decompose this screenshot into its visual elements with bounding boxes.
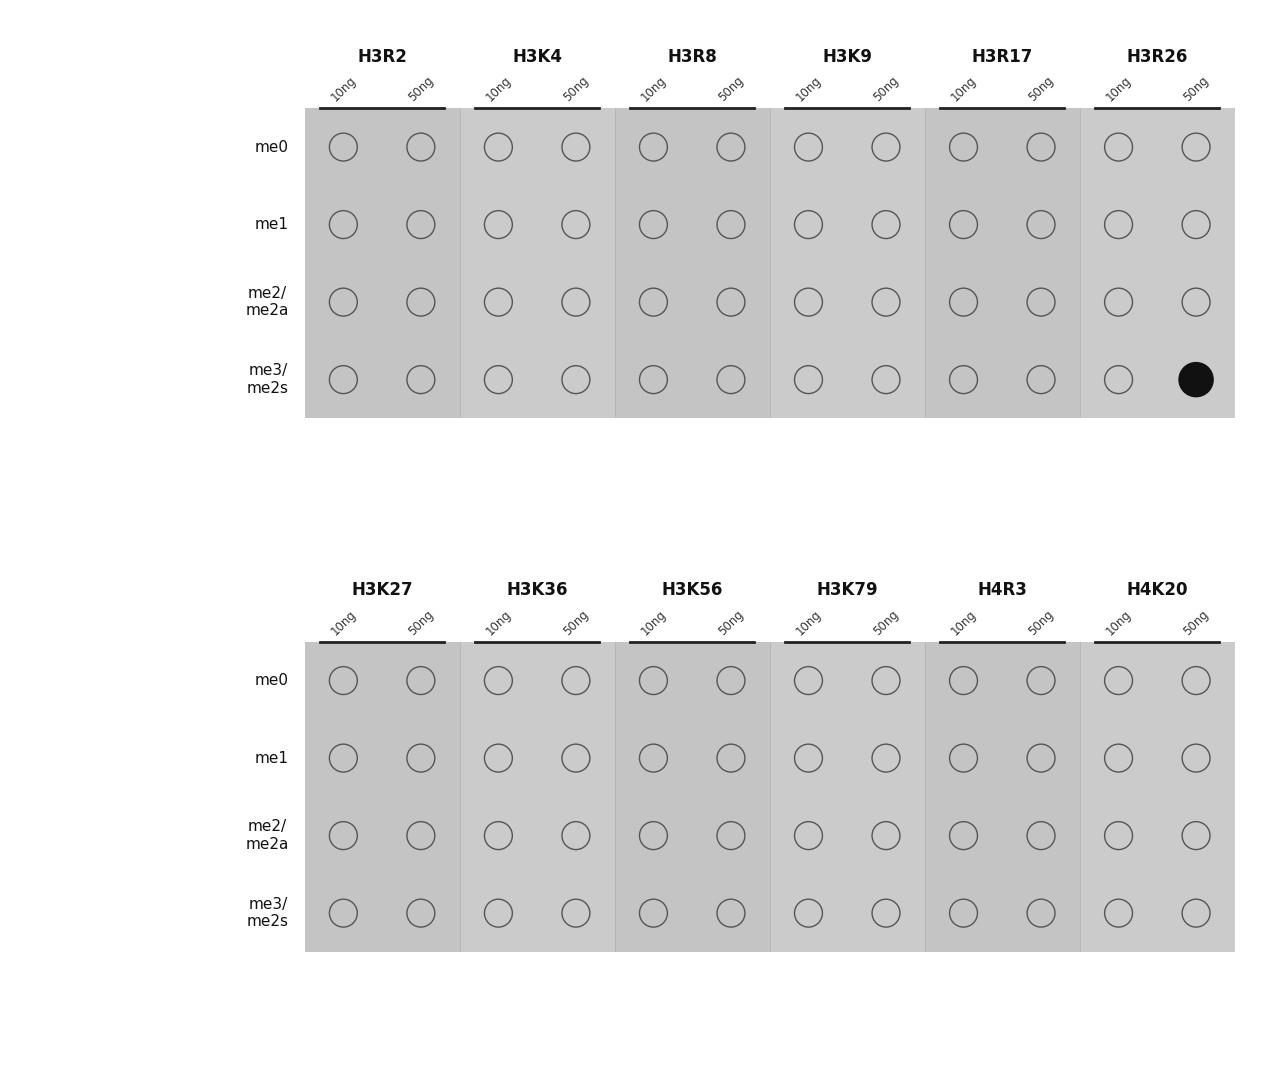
Text: 50ng: 50ng	[1181, 608, 1211, 638]
Text: me3/
me2s: me3/ me2s	[247, 364, 289, 396]
Bar	[769, 109, 924, 418]
Text: 50ng: 50ng	[870, 608, 901, 638]
Text: H3R26: H3R26	[1126, 48, 1188, 66]
Bar	[1080, 642, 1235, 952]
Text: 50ng: 50ng	[716, 608, 746, 638]
Text: 50ng: 50ng	[870, 75, 901, 105]
Text: 10ng: 10ng	[328, 74, 358, 105]
Text: me0: me0	[255, 673, 289, 688]
Text: H3K56: H3K56	[662, 582, 723, 600]
Text: 10ng: 10ng	[484, 74, 513, 105]
Text: H3K4: H3K4	[512, 48, 562, 66]
Bar	[769, 642, 924, 952]
Text: me1: me1	[255, 750, 289, 766]
Circle shape	[1179, 363, 1213, 397]
Bar	[614, 109, 769, 418]
Text: 10ng: 10ng	[639, 607, 668, 638]
Text: 10ng: 10ng	[1103, 74, 1134, 105]
Text: 50ng: 50ng	[406, 608, 436, 638]
Text: 10ng: 10ng	[948, 607, 979, 638]
Text: 10ng: 10ng	[328, 607, 358, 638]
Bar	[305, 109, 460, 418]
Text: H3K27: H3K27	[351, 582, 413, 600]
Text: me2/
me2a: me2/ me2a	[246, 286, 289, 318]
Bar	[924, 109, 1080, 418]
Text: 10ng: 10ng	[1103, 607, 1134, 638]
Text: 50ng: 50ng	[1027, 75, 1056, 105]
Text: H3K9: H3K9	[822, 48, 872, 66]
Text: 50ng: 50ng	[406, 75, 436, 105]
Text: 50ng: 50ng	[1027, 608, 1056, 638]
Text: 50ng: 50ng	[561, 608, 591, 638]
Bar	[924, 642, 1080, 952]
Text: 50ng: 50ng	[716, 75, 746, 105]
Text: H3R2: H3R2	[357, 48, 407, 66]
Text: H3R8: H3R8	[667, 48, 717, 66]
Bar	[1080, 109, 1235, 418]
Text: H3K79: H3K79	[817, 582, 878, 600]
Bar	[305, 109, 1235, 418]
Text: H3R17: H3R17	[972, 48, 1033, 66]
Text: me0: me0	[255, 140, 289, 155]
Bar	[460, 642, 614, 952]
Text: 50ng: 50ng	[561, 75, 591, 105]
Bar	[460, 109, 614, 418]
Text: H4R3: H4R3	[978, 582, 1028, 600]
Bar	[305, 642, 1235, 952]
Text: 10ng: 10ng	[794, 74, 823, 105]
Text: me1: me1	[255, 217, 289, 233]
Text: 10ng: 10ng	[484, 607, 513, 638]
Text: me2/
me2a: me2/ me2a	[246, 819, 289, 851]
Text: 10ng: 10ng	[948, 74, 979, 105]
Text: 50ng: 50ng	[1181, 75, 1211, 105]
Text: H4K20: H4K20	[1126, 582, 1188, 600]
Text: H3K36: H3K36	[507, 582, 568, 600]
Text: 10ng: 10ng	[639, 74, 668, 105]
Bar	[614, 642, 769, 952]
Bar	[305, 642, 460, 952]
Text: me3/
me2s: me3/ me2s	[247, 897, 289, 929]
Text: 10ng: 10ng	[794, 607, 823, 638]
